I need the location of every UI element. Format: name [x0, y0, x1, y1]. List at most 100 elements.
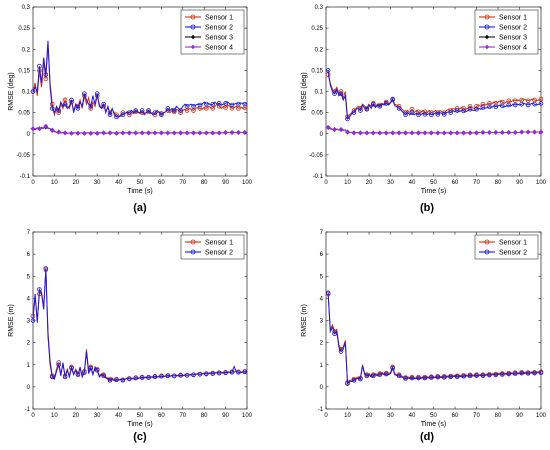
data-point-marker [422, 130, 428, 136]
legend-entry-label: Sensor 2 [205, 249, 233, 256]
data-point-marker [487, 372, 492, 378]
series-line [32, 269, 248, 381]
y-tick-label: 0 [27, 132, 31, 138]
data-point-marker [184, 108, 190, 113]
x-tick-label: 60 [158, 180, 165, 186]
data-point-marker [428, 130, 434, 136]
data-point-marker [474, 103, 479, 109]
data-point-marker [512, 102, 518, 108]
data-point-marker [94, 130, 100, 136]
legend: Sensor 1 Sensor 2 [180, 234, 245, 260]
data-point-marker [191, 130, 196, 136]
data-point-marker [325, 290, 331, 296]
data-point-marker [480, 101, 486, 107]
x-tick-label: 40 [115, 413, 122, 419]
data-point-marker [229, 369, 235, 375]
legend-entry-label: Sensor 1 [499, 239, 527, 246]
data-point-marker [480, 129, 486, 135]
data-point-marker [416, 109, 421, 115]
data-point-marker [441, 130, 447, 136]
data-point-marker [370, 373, 376, 379]
data-point-marker [113, 130, 119, 136]
series-sensor-1 [325, 291, 544, 385]
x-tick-label: 40 [409, 413, 416, 419]
data-point-marker [383, 371, 389, 377]
data-point-marker [236, 106, 241, 111]
x-tick-label: 10 [344, 413, 351, 419]
data-point-marker [191, 103, 196, 109]
data-point-marker [158, 130, 164, 136]
data-point-marker [139, 130, 145, 136]
data-point-marker [422, 109, 428, 115]
series-sensor-3 [325, 124, 544, 136]
data-point-marker [197, 102, 203, 108]
data-point-marker [454, 108, 460, 113]
y-tick-label: 0.25 [311, 26, 323, 32]
y-tick-label: 3 [27, 319, 31, 325]
legend-swatch-marker [190, 34, 196, 40]
data-point-marker [345, 129, 350, 135]
data-point-marker [223, 370, 228, 376]
data-point-marker [197, 106, 203, 111]
y-tick-label: 0.3 [22, 5, 31, 11]
x-tick-label: 30 [94, 413, 101, 419]
data-point-marker [242, 369, 248, 375]
data-point-marker [390, 96, 395, 102]
data-point-marker [448, 110, 454, 115]
data-point-marker [351, 377, 357, 383]
data-point-marker [448, 374, 454, 380]
data-point-marker [197, 130, 203, 136]
y-tick-label: 0.05 [311, 111, 323, 117]
data-point-marker [127, 110, 132, 115]
data-point-marker [81, 130, 87, 136]
data-point-marker [203, 130, 209, 136]
x-tick-label: 20 [366, 180, 373, 186]
data-point-marker [338, 91, 344, 96]
data-point-marker [216, 101, 222, 106]
x-tick-label: 100 [536, 413, 547, 419]
series-sensor-2 [325, 68, 544, 122]
y-tick-label: 3 [320, 319, 324, 325]
data-point-marker [532, 97, 537, 103]
data-point-marker [435, 130, 441, 136]
data-point-marker [69, 130, 75, 136]
data-point-marker [538, 370, 544, 376]
x-tick-label: 90 [516, 413, 523, 419]
data-point-marker [429, 112, 434, 118]
data-point-marker [461, 130, 467, 136]
data-point-marker [216, 130, 222, 136]
data-point-marker [506, 98, 512, 104]
data-point-marker [441, 112, 447, 117]
data-point-marker [506, 102, 512, 108]
data-point-marker [159, 112, 164, 118]
data-point-marker [75, 130, 81, 136]
data-point-marker [56, 362, 61, 368]
series-line [327, 70, 542, 121]
data-point-marker [184, 373, 190, 378]
data-point-marker [184, 130, 190, 136]
data-point-marker [229, 102, 235, 108]
series-line [327, 74, 542, 118]
y-tick-label: 4 [320, 296, 324, 302]
data-point-marker [165, 106, 171, 111]
x-tick-label: 0 [324, 413, 328, 419]
x-tick-label: 60 [452, 413, 459, 419]
data-point-marker [171, 108, 177, 113]
data-point-marker [120, 112, 126, 118]
data-point-marker [127, 376, 132, 382]
data-point-marker [56, 108, 61, 113]
data-point-marker [499, 103, 505, 109]
series-line [32, 40, 248, 118]
data-point-marker [107, 130, 113, 136]
data-point-marker [525, 102, 531, 108]
data-point-marker [69, 365, 74, 371]
data-point-marker [396, 130, 402, 136]
data-point-marker [461, 373, 466, 379]
x-tick-label: 20 [72, 413, 79, 419]
data-point-marker [351, 130, 357, 136]
data-point-marker [184, 103, 190, 109]
x-tick-label: 30 [94, 180, 101, 186]
data-point-marker [43, 266, 49, 271]
x-tick-label: 90 [222, 180, 229, 186]
